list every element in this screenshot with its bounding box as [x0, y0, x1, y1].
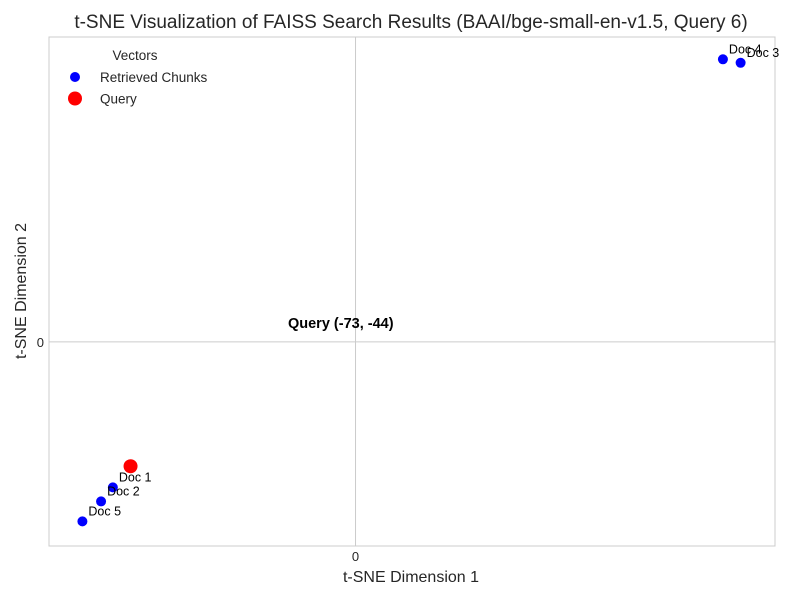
tick-labels: 00 [37, 335, 359, 564]
data-points [77, 54, 746, 527]
point-label-5: Doc 5 [88, 504, 121, 518]
chunk-point-2 [96, 496, 107, 507]
point-label-4: Doc 4 [729, 42, 762, 56]
legend-marker-chunks [70, 72, 80, 82]
grid-lines [49, 37, 775, 546]
plot-background [48, 36, 776, 547]
query-coordinate-annotation: Query (-73, -44) [288, 316, 394, 332]
x-tick-label-0: 0 [352, 549, 359, 564]
x-axis-label: t-SNE Dimension 1 [343, 569, 479, 586]
point-label-1: Doc 1 [119, 470, 152, 484]
legend-label-query: Query [100, 92, 137, 107]
legend-marker-query [68, 91, 82, 106]
legend: Vectors Retrieved Chunks Query [68, 48, 208, 107]
chunk-point-5 [77, 516, 88, 527]
y-axis-label: t-SNE Dimension 2 [13, 223, 30, 359]
point-label-3: Doc 3 [747, 46, 780, 60]
chunk-point-3 [735, 57, 746, 68]
legend-label-chunks: Retrieved Chunks [100, 70, 208, 85]
query-point [123, 459, 138, 474]
y-tick-label-0: 0 [37, 335, 44, 350]
legend-title: Vectors [112, 48, 157, 63]
legend-entries: Retrieved Chunks Query [68, 70, 208, 107]
chart-title: t-SNE Visualization of FAISS Search Resu… [74, 12, 747, 33]
chunk-point-4 [717, 54, 728, 65]
chunk-point-1 [107, 482, 118, 493]
point-label-2: Doc 2 [107, 484, 140, 498]
